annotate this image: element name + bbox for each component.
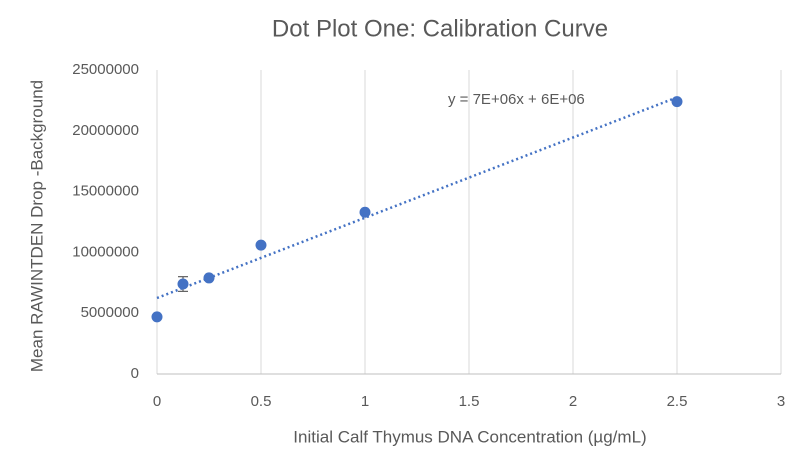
point xyxy=(255,239,267,251)
x-tick-label: 0.5 xyxy=(251,393,272,410)
chart-title: Dot Plot One: Calibration Curve xyxy=(272,15,608,42)
x-tick-label: 0 xyxy=(153,393,161,410)
trendline-label: y = 7E+06x + 6E+06 xyxy=(448,91,585,108)
point xyxy=(359,206,371,218)
y-tick-label: 20000000 xyxy=(72,122,139,139)
y-tick-label: 10000000 xyxy=(72,243,139,260)
x-tick-label: 3 xyxy=(777,393,785,410)
y-tick-label: 0 xyxy=(131,365,139,382)
y-tick-label: 25000000 xyxy=(72,61,139,78)
y-tick-label: 15000000 xyxy=(72,183,139,200)
point xyxy=(671,96,683,108)
x-tick-label: 1.5 xyxy=(459,393,480,410)
point xyxy=(151,311,163,323)
x-tick-label: 2 xyxy=(569,393,577,410)
x-tick-label: 2.5 xyxy=(667,393,688,410)
y-axis-title: Mean RAWINTDEN Drop -Background xyxy=(27,80,46,372)
point xyxy=(177,278,189,290)
y-tick-label: 5000000 xyxy=(81,304,139,321)
x-tick-label: 1 xyxy=(361,393,369,410)
x-axis-title: Initial Calf Thymus DNA Concentration (µ… xyxy=(293,427,646,446)
trendline xyxy=(156,96,678,300)
point xyxy=(203,272,215,284)
